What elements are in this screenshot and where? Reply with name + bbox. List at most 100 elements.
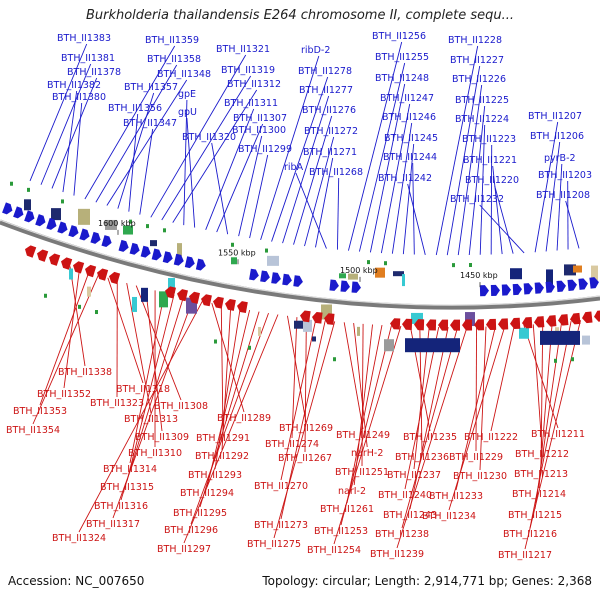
- gc-marker: [129, 219, 132, 224]
- reverse-gene-leader: [220, 304, 224, 433]
- reverse-gene-leader: [69, 266, 86, 367]
- feature-tracks: [10, 181, 598, 363]
- reverse-gene-leader: [206, 309, 251, 488]
- reverse-gene-arrow: [225, 298, 236, 311]
- forward-gene-label: BTH_II1358: [147, 54, 201, 65]
- forward-gene-leader: [534, 121, 559, 253]
- forward-gene-arrow: [57, 221, 68, 234]
- forward-gene-arrow: [589, 277, 599, 289]
- reverse-gene-leader: [304, 318, 307, 453]
- reverse-gene-label: BTH_II1353: [13, 406, 67, 417]
- reverse-gene-leader: [291, 317, 298, 439]
- reverse-gene-label: BTH_II1289: [217, 413, 271, 424]
- forward-gene-leader-lines: [29, 41, 580, 256]
- forward-gene-label: BTH_II1300: [232, 125, 286, 136]
- feature-block: [582, 335, 590, 345]
- reverse-gene-label: BTH_II1273: [254, 520, 308, 531]
- forward-gene-label: BTH_II1223: [462, 134, 516, 145]
- reverse-gene-arrow: [312, 311, 323, 324]
- reverse-gene-leader: [32, 274, 99, 425]
- forward-gene-arrow: [162, 251, 173, 264]
- reverse-gene-arrow: [48, 253, 61, 266]
- reverse-gene-leader: [538, 322, 553, 489]
- reverse-gene-leader: [221, 306, 232, 451]
- feature-block: [87, 286, 91, 297]
- reverse-gene-arrow: [582, 311, 593, 324]
- forward-gene-arrow: [512, 283, 522, 296]
- feature-block: [177, 243, 182, 257]
- forward-gene-label: BTH_II1203: [538, 170, 592, 181]
- forward-gene-label: BTH_II1321: [216, 44, 270, 55]
- reverse-gene-label: BTH_II1315: [100, 482, 154, 493]
- reverse-gene-arrow: [426, 319, 437, 331]
- reverse-gene-label: BTH_II1293: [188, 470, 242, 481]
- reverse-gene-arrow: [213, 296, 224, 309]
- reverse-gene-label: BTH_II1317: [86, 519, 140, 530]
- forward-gene-arrow: [567, 279, 577, 291]
- forward-gene-leader: [84, 45, 176, 200]
- gc-marker: [571, 357, 574, 362]
- feature-block: [465, 312, 475, 327]
- forward-gene-label: BTH_II1224: [455, 114, 509, 125]
- gc-marker: [44, 293, 47, 298]
- forward-gene-leader: [282, 95, 330, 244]
- kbp-tick-label: 1500 kbp: [340, 266, 378, 275]
- reverse-gene-leader: [78, 300, 203, 533]
- reverse-gene-leader: [343, 322, 364, 430]
- forward-gene-leader: [161, 75, 252, 221]
- reverse-gene-arrow: [474, 319, 485, 331]
- forward-gene-leader: [479, 204, 525, 254]
- reverse-gene-label: BTH_II1291: [196, 433, 250, 444]
- reverse-strand-genes: [24, 245, 600, 331]
- reverse-gene-leader: [346, 324, 383, 504]
- forward-gene-arrow: [293, 275, 303, 287]
- reverse-gene-leader: [333, 325, 402, 545]
- reverse-gene-label: BTH_II1261: [320, 504, 374, 515]
- reverse-gene-leader: [126, 294, 175, 482]
- kbp-tick-label: 1600 kbp: [98, 219, 136, 228]
- gc-marker: [231, 242, 234, 247]
- forward-gene-leader: [315, 157, 334, 248]
- forward-gene-leader: [468, 105, 486, 256]
- forward-gene-leader: [304, 136, 335, 247]
- forward-gene-leader: [565, 200, 580, 249]
- reverse-gene-leader: [39, 272, 90, 406]
- reverse-gene-arrow: [594, 310, 600, 322]
- feature-block: [384, 339, 394, 352]
- reverse-gene-label: BTH_II1243: [383, 510, 437, 521]
- reverse-gene-leader: [490, 325, 515, 432]
- feature-block: [51, 208, 61, 221]
- forward-gene-arrow: [329, 279, 339, 291]
- feature-block: [375, 267, 385, 278]
- forward-gene-arrow: [68, 225, 79, 238]
- reverse-gene-label: BTH_II1338: [58, 367, 112, 378]
- reverse-gene-arrow: [165, 286, 177, 299]
- reverse-gene-arrow: [324, 313, 335, 325]
- reverse-gene-arrow: [510, 317, 521, 330]
- gc-marker: [27, 187, 30, 192]
- forward-gene-arrow: [490, 284, 500, 296]
- forward-gene-leader: [402, 143, 415, 255]
- feature-block: [150, 240, 157, 247]
- feature-block: [69, 268, 73, 280]
- reverse-gene-leader: [540, 323, 544, 469]
- forward-gene-arrow: [271, 272, 281, 284]
- gc-marker: [265, 248, 268, 253]
- reverse-gene-label: BTH_II1236: [395, 452, 449, 463]
- reverse-gene-leader: [532, 324, 543, 449]
- feature-block: [573, 265, 582, 273]
- gc-marker: [10, 181, 13, 186]
- reverse-gene-arrow: [522, 317, 533, 329]
- reverse-gene-arrow: [85, 264, 97, 278]
- reverse-gene-leader: [361, 323, 364, 467]
- reverse-gene-arrow: [37, 249, 49, 262]
- forward-gene-leader: [347, 41, 403, 251]
- forward-gene-arrow: [173, 253, 184, 266]
- reverse-gene-labels: BTH_II1338 BTH_II1352 BTH_II1353 BTH_II1354…: [6, 367, 585, 561]
- feature-block: [168, 278, 175, 294]
- reverse-gene-label: BTH_II1233: [429, 491, 483, 502]
- forward-gene-arrow: [13, 206, 24, 219]
- forward-gene-label: BTH_II1256: [372, 31, 426, 42]
- feature-block: [231, 257, 237, 265]
- feature-block: [348, 273, 358, 280]
